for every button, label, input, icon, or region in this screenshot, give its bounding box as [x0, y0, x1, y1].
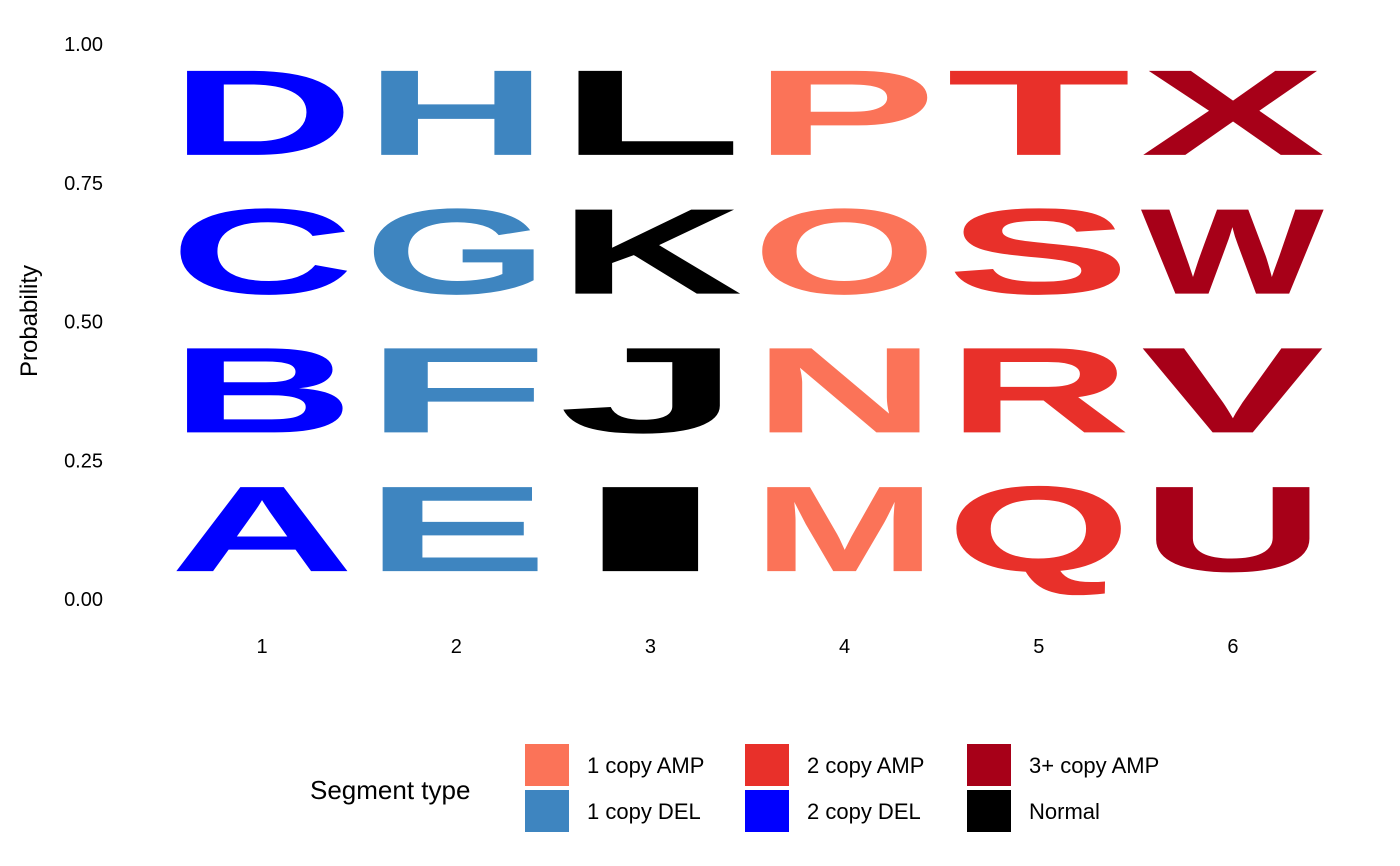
- logo-letter-n: N: [753, 322, 937, 458]
- logo-letter-x: X: [1141, 45, 1325, 181]
- x-tick-label: 6: [1227, 636, 1238, 658]
- x-tick-label: 3: [645, 636, 656, 658]
- y-axis-title: Probability: [16, 265, 43, 377]
- legend-swatch: [525, 790, 569, 832]
- logo-letter-g: G: [364, 183, 548, 319]
- legend-swatch: [967, 744, 1011, 786]
- x-tick-label: 1: [257, 636, 268, 658]
- logo-letter-j: J: [558, 322, 742, 459]
- legend-swatch: [525, 744, 569, 786]
- y-tick-label: 0.75: [64, 173, 103, 195]
- x-tick-label: 5: [1033, 636, 1044, 658]
- logo-letter-w: W: [1141, 184, 1324, 320]
- x-tick-label: 2: [451, 636, 462, 658]
- logo-letter-b: B: [170, 322, 354, 458]
- legend-swatch: [967, 790, 1011, 832]
- legend: Segment type 1 copy AMP 1 copy DEL 2 copy A…: [310, 744, 1159, 832]
- logo-letter-r: R: [947, 322, 1131, 458]
- logo-letter-a: A: [170, 461, 354, 597]
- logo-letter-i: I: [558, 461, 742, 597]
- legend-title: Segment type: [310, 775, 470, 805]
- legend-label: 1 copy AMP: [587, 753, 704, 778]
- y-tick-label: 1.00: [64, 34, 103, 56]
- logo-letter-f: F: [364, 322, 548, 458]
- y-tick-label: 0.25: [64, 450, 103, 472]
- logo-letter-k: K: [558, 184, 742, 320]
- logo-letter-o: O: [753, 183, 937, 319]
- logo-letter-m: M: [753, 460, 937, 597]
- logo-letter-s: S: [947, 184, 1131, 320]
- x-axis: 1 2 3 4 5 6: [257, 636, 1239, 658]
- legend-swatch: [745, 790, 789, 832]
- logo-letter-q: Q: [947, 461, 1131, 597]
- legend-label: 1 copy DEL: [587, 799, 701, 824]
- legend-swatch: [745, 744, 789, 786]
- legend-label: Normal: [1029, 799, 1100, 824]
- logo-letter-l: L: [558, 44, 742, 180]
- legend-label: 2 copy DEL: [807, 799, 921, 824]
- logo-letter-h: H: [364, 45, 548, 181]
- logo-letter-c: C: [170, 184, 354, 320]
- logo-letter-d: D: [170, 45, 354, 181]
- logo-letter-u: U: [1141, 461, 1325, 597]
- x-tick-label: 4: [839, 636, 850, 658]
- legend-label: 3+ copy AMP: [1029, 753, 1159, 778]
- y-tick-label: 0.00: [64, 589, 103, 611]
- y-axis: 0.00 0.25 0.50 0.75 1.00: [64, 34, 103, 611]
- logo-letter-e: E: [364, 461, 548, 597]
- logo-letter-t: T: [947, 44, 1131, 180]
- legend-label: 2 copy AMP: [807, 753, 924, 778]
- y-tick-label: 0.50: [64, 312, 103, 334]
- logo-letter-v: V: [1141, 322, 1324, 459]
- logo-letter-p: P: [753, 45, 937, 181]
